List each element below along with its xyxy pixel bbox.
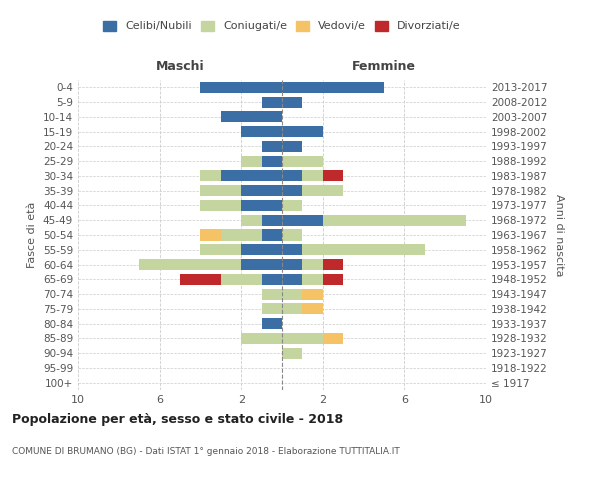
Bar	[323, 274, 343, 285]
Bar	[200, 185, 241, 196]
Bar	[302, 170, 323, 181]
Text: Popolazione per età, sesso e stato civile - 2018: Popolazione per età, sesso e stato civil…	[12, 412, 343, 426]
Bar	[282, 333, 323, 344]
Bar	[282, 214, 323, 226]
Bar	[262, 156, 282, 166]
Bar	[282, 82, 384, 93]
Bar	[282, 259, 302, 270]
Bar	[200, 200, 241, 211]
Bar	[200, 244, 241, 256]
Bar	[282, 126, 323, 137]
Bar	[241, 126, 282, 137]
Bar	[323, 214, 466, 226]
Bar	[302, 244, 425, 256]
Bar	[323, 333, 343, 344]
Bar	[282, 230, 302, 240]
Y-axis label: Fasce di età: Fasce di età	[28, 202, 37, 268]
Bar	[282, 348, 302, 358]
Bar	[200, 170, 221, 181]
Bar	[262, 304, 282, 314]
Text: COMUNE DI BRUMANO (BG) - Dati ISTAT 1° gennaio 2018 - Elaborazione TUTTITALIA.IT: COMUNE DI BRUMANO (BG) - Dati ISTAT 1° g…	[12, 448, 400, 456]
Bar	[302, 259, 323, 270]
Bar	[282, 288, 302, 300]
Bar	[262, 141, 282, 152]
Bar	[262, 274, 282, 285]
Bar	[200, 230, 221, 240]
Bar	[200, 82, 282, 93]
Bar	[282, 304, 302, 314]
Bar	[139, 259, 241, 270]
Bar	[221, 170, 282, 181]
Bar	[241, 333, 282, 344]
Text: Femmine: Femmine	[352, 60, 416, 72]
Bar	[302, 274, 323, 285]
Bar	[221, 230, 262, 240]
Bar	[241, 244, 282, 256]
Legend: Celibi/Nubili, Coniugati/e, Vedovi/e, Divorziati/e: Celibi/Nubili, Coniugati/e, Vedovi/e, Di…	[100, 18, 464, 35]
Bar	[282, 96, 302, 108]
Bar	[262, 318, 282, 329]
Bar	[241, 214, 262, 226]
Bar	[282, 200, 302, 211]
Bar	[180, 274, 221, 285]
Text: Maschi: Maschi	[155, 60, 205, 72]
Bar	[302, 288, 323, 300]
Bar	[262, 96, 282, 108]
Bar	[282, 244, 302, 256]
Bar	[262, 214, 282, 226]
Bar	[282, 156, 323, 166]
Bar	[262, 230, 282, 240]
Bar	[282, 274, 302, 285]
Bar	[262, 288, 282, 300]
Bar	[323, 170, 343, 181]
Bar	[241, 185, 282, 196]
Bar	[241, 200, 282, 211]
Bar	[302, 304, 323, 314]
Bar	[282, 170, 302, 181]
Bar	[221, 112, 282, 122]
Y-axis label: Anni di nascita: Anni di nascita	[554, 194, 564, 276]
Bar	[241, 156, 262, 166]
Bar	[282, 185, 302, 196]
Bar	[323, 259, 343, 270]
Bar	[282, 141, 302, 152]
Bar	[302, 185, 343, 196]
Bar	[221, 274, 262, 285]
Bar	[241, 259, 282, 270]
